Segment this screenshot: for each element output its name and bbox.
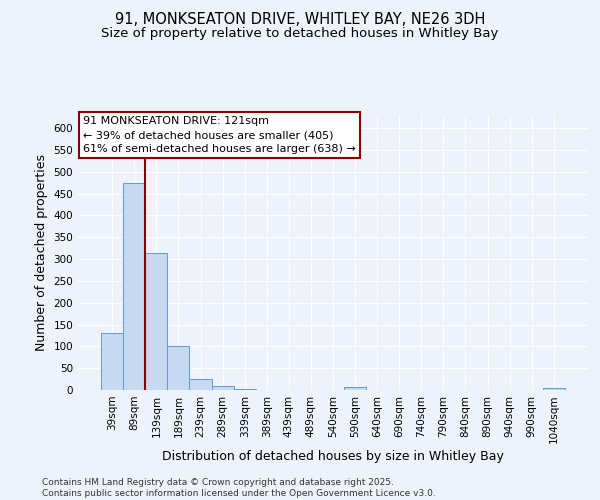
Bar xyxy=(233,388,256,390)
Text: Size of property relative to detached houses in Whitley Bay: Size of property relative to detached ho… xyxy=(101,28,499,40)
Y-axis label: Number of detached properties: Number of detached properties xyxy=(35,154,48,351)
Bar xyxy=(190,379,212,390)
Bar xyxy=(101,334,123,390)
Bar xyxy=(145,252,167,390)
Bar xyxy=(123,182,145,390)
Bar xyxy=(167,346,190,390)
Text: 91 MONKSEATON DRIVE: 121sqm
← 39% of detached houses are smaller (405)
61% of se: 91 MONKSEATON DRIVE: 121sqm ← 39% of det… xyxy=(83,116,356,154)
X-axis label: Distribution of detached houses by size in Whitley Bay: Distribution of detached houses by size … xyxy=(162,450,504,464)
Bar xyxy=(212,386,233,390)
Bar xyxy=(344,388,366,390)
Text: 91, MONKSEATON DRIVE, WHITLEY BAY, NE26 3DH: 91, MONKSEATON DRIVE, WHITLEY BAY, NE26 … xyxy=(115,12,485,28)
Bar xyxy=(543,388,565,390)
Text: Contains HM Land Registry data © Crown copyright and database right 2025.
Contai: Contains HM Land Registry data © Crown c… xyxy=(42,478,436,498)
